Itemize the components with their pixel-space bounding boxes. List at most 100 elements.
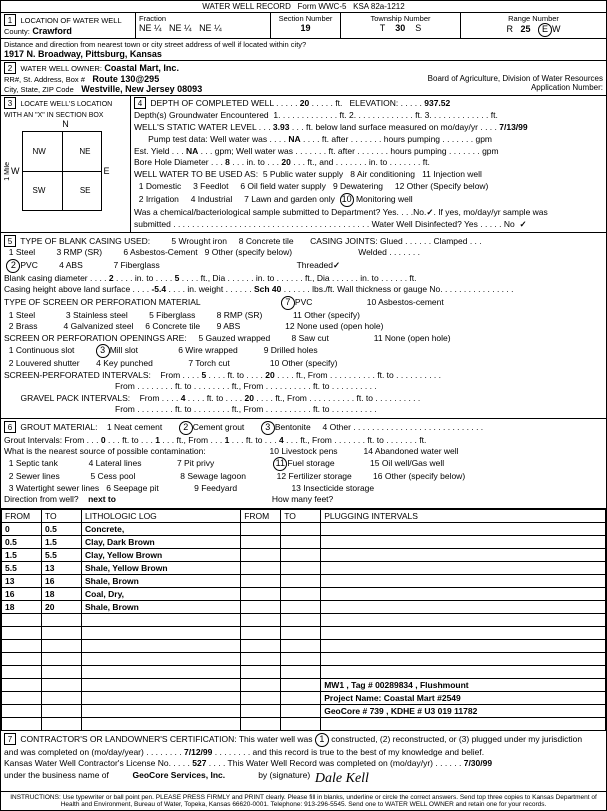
dia-label: Blank casing diameter bbox=[4, 273, 88, 283]
log-row bbox=[2, 717, 606, 730]
cas2-text: PVC bbox=[20, 260, 37, 270]
range-label: Range Number bbox=[464, 14, 603, 23]
north-label: N bbox=[4, 119, 127, 129]
chem-no: No bbox=[413, 207, 424, 217]
use-label: WELL WATER TO BE USED AS: bbox=[134, 169, 258, 179]
log-cell bbox=[82, 639, 241, 652]
log-cell bbox=[42, 665, 82, 678]
form-number: Form WWC-5 bbox=[298, 2, 347, 11]
ftto4: ft. to bbox=[313, 404, 330, 414]
no2: No bbox=[504, 219, 515, 229]
yield-label: Est. Yield bbox=[134, 146, 169, 156]
log-cell: 5.5 bbox=[42, 548, 82, 561]
perf-label: SCREEN-PERFORATED INTERVALS: bbox=[4, 370, 151, 380]
section-2-row: 2 WATER WELL OWNER: Coastal Mart, Inc. R… bbox=[1, 61, 606, 96]
log-cell bbox=[241, 652, 281, 665]
mile-label: 1 Mile bbox=[4, 162, 11, 181]
use3: 3 Feedlot bbox=[193, 181, 228, 191]
sec1-label: LOCATION OF WATER WELL bbox=[21, 16, 122, 25]
log-cell bbox=[2, 717, 42, 730]
log-row: 1316Shale, Brown bbox=[2, 574, 606, 587]
log-cell: Shale, Yellow Brown bbox=[82, 561, 241, 574]
g1: 1 bbox=[155, 435, 160, 445]
height-label: Casing height above land surface bbox=[4, 284, 130, 294]
log-cell bbox=[281, 522, 321, 535]
perf-from: 5 bbox=[201, 370, 206, 380]
log-cell bbox=[82, 665, 241, 678]
log-h-lith: LITHOLOGIC LOG bbox=[82, 509, 241, 522]
scr4: 4 Galvanized steel bbox=[64, 321, 134, 331]
log-cell: 1.5 bbox=[42, 535, 82, 548]
use7: 7 Lawn and garden only bbox=[244, 194, 335, 204]
op10: 10 Other (specify) bbox=[270, 358, 338, 368]
open-label: SCREEN OR PERFORATION OPENINGS ARE: bbox=[4, 333, 187, 343]
log-cell bbox=[82, 652, 241, 665]
to4: ft. to bbox=[175, 404, 192, 414]
log-cell bbox=[42, 691, 82, 704]
section-3-num: 3 bbox=[4, 97, 16, 109]
g2: 1 bbox=[225, 435, 230, 445]
log-cell bbox=[321, 665, 606, 678]
op3-text: Mill slot bbox=[110, 345, 138, 355]
ftfrom1: ft., From bbox=[296, 370, 328, 380]
log-cell bbox=[42, 717, 82, 730]
date-label: and was completed on (mo/day/year) bbox=[4, 747, 144, 757]
section-5: 5 TYPE OF BLANK CASING USED: 5 Wrought i… bbox=[1, 233, 606, 419]
con12: 12 Fertilizer storage bbox=[277, 471, 352, 481]
gr3-text: Bentonite bbox=[275, 422, 311, 432]
sch-value: Sch 40 bbox=[254, 284, 281, 294]
con7: 7 Pit privy bbox=[177, 458, 214, 468]
gw-label: Depth(s) Groundwater Encountered bbox=[134, 110, 269, 120]
g4: 4 bbox=[279, 435, 284, 445]
log-row bbox=[2, 665, 606, 678]
log-h-from: FROM bbox=[2, 509, 42, 522]
use10-circled: 10 bbox=[340, 193, 354, 207]
range-r: R bbox=[506, 24, 513, 34]
bore-ft: ft., and bbox=[307, 157, 333, 167]
log-cell bbox=[42, 652, 82, 665]
log-cell bbox=[281, 704, 321, 717]
log-cell: 0.5 bbox=[2, 535, 42, 548]
use5: 5 Public water supply bbox=[263, 169, 343, 179]
op5: 5 Gauzed wrapped bbox=[198, 333, 270, 343]
wwdate-value: 7/30/99 bbox=[464, 758, 492, 768]
log-cell: GeoCore # 739 , KDHE # U3 019 11782 bbox=[321, 704, 606, 717]
cas9: 9 Other (specify below) bbox=[205, 247, 292, 257]
wwrec-txt: This Water Well Record was completed on … bbox=[228, 758, 433, 768]
wt-end: lbs./ft. Wall thickness or gauge No. bbox=[312, 284, 443, 294]
log-cell bbox=[241, 548, 281, 561]
to3: ft. to bbox=[207, 393, 224, 403]
township-value: 30 bbox=[395, 23, 405, 33]
log-cell bbox=[321, 652, 606, 665]
pump-after2: ft. after bbox=[328, 146, 354, 156]
lithologic-log-table: FROM TO LITHOLOGIC LOG FROM TO PLUGGING … bbox=[1, 509, 606, 731]
gr2-circled: 2 bbox=[179, 421, 193, 435]
app-label: Application Number: bbox=[531, 83, 603, 92]
cert-1-circled: 1 bbox=[315, 733, 329, 747]
log-cell bbox=[281, 678, 321, 691]
county-value: Crawford bbox=[32, 26, 72, 36]
gr1: 1 Neat cement bbox=[107, 422, 162, 432]
sw-label: SW bbox=[33, 186, 46, 195]
log-row: Project Name: Coastal Mart #2549 bbox=[2, 691, 606, 704]
log-row: GeoCore # 739 , KDHE # U3 019 11782 bbox=[2, 704, 606, 717]
op2: 2 Louvered shutter bbox=[9, 358, 80, 368]
log-cell bbox=[82, 678, 241, 691]
township-t: T bbox=[380, 23, 386, 33]
log-cell bbox=[241, 678, 281, 691]
ftfrom2: ft., From bbox=[232, 381, 264, 391]
log-cell bbox=[2, 691, 42, 704]
log-cell bbox=[42, 704, 82, 717]
section-value: 19 bbox=[300, 23, 310, 33]
log-h-from2: FROM bbox=[241, 509, 281, 522]
cas5: 5 Wrought iron bbox=[171, 236, 227, 246]
log-cell bbox=[42, 613, 82, 626]
sec4-label: DEPTH OF COMPLETED WELL bbox=[150, 98, 273, 108]
log-cell bbox=[42, 639, 82, 652]
log-cell bbox=[321, 522, 606, 535]
con6: 6 Seepage pit bbox=[106, 483, 158, 493]
scr1: 1 Steel bbox=[9, 310, 35, 320]
log-cell bbox=[2, 639, 42, 652]
log-cell bbox=[281, 626, 321, 639]
con8: 8 Sewage lagoon bbox=[180, 471, 246, 481]
